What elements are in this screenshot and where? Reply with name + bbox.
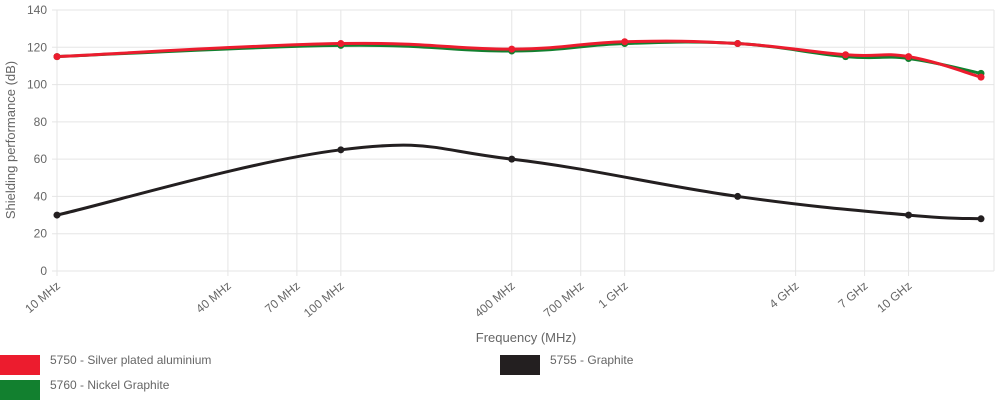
grid (52, 9, 995, 276)
data-point-1[interactable] (977, 215, 985, 223)
x-tick-label: 1 GHz (596, 279, 631, 312)
y-tick-label: 100 (27, 78, 47, 92)
x-tick-label: 400 MHz (472, 279, 518, 321)
legend-label-5755: 5755 - Graphite (550, 353, 634, 367)
data-point-0[interactable] (621, 38, 629, 46)
x-tick-label: 700 MHz (541, 279, 587, 321)
x-tick-label: 100 MHz (301, 279, 347, 321)
x-tick-label: 7 GHz (835, 279, 870, 312)
data-point-1[interactable] (53, 211, 61, 219)
y-axis-ticks: 0 20 40 60 80 100 120 140 (27, 3, 47, 278)
data-point-1[interactable] (905, 211, 913, 219)
y-tick-label: 80 (34, 115, 48, 129)
line-chart: 0 20 40 60 80 100 120 140 10 MHz 40 MHz 70 MHz100… (3, 3, 995, 345)
x-tick-label: 10 GHz (874, 279, 914, 316)
y-tick-label: 40 (34, 189, 48, 203)
legend: 5750 - Silver plated aluminium 5755 - Gr… (0, 350, 1000, 400)
y-tick-label: 120 (27, 40, 47, 54)
legend-label-5750: 5750 - Silver plated aluminium (50, 353, 212, 367)
data-point-0[interactable] (842, 51, 850, 59)
data-point-0[interactable] (337, 40, 345, 48)
data-point-1[interactable] (508, 155, 516, 163)
legend-item-5755[interactable]: 5755 - Graphite (500, 353, 633, 375)
data-point-1[interactable] (337, 146, 345, 154)
data-point-1[interactable] (734, 192, 742, 200)
series-lines (56, 39, 982, 221)
legend-item-5750[interactable]: 5750 - Silver plated aluminium (0, 353, 211, 375)
data-point-0[interactable] (53, 53, 61, 61)
data-point-0[interactable] (508, 45, 516, 53)
legend-swatch-5755 (500, 355, 540, 375)
legend-swatch-5760 (0, 380, 40, 400)
data-points (53, 38, 985, 223)
data-point-0[interactable] (734, 40, 742, 48)
series-line-0 (56, 39, 982, 79)
y-axis-title: Shielding performance (dB) (3, 61, 18, 219)
y-tick-label: 60 (34, 152, 48, 166)
data-point-0[interactable] (905, 53, 913, 61)
y-tick-label: 0 (40, 264, 47, 278)
x-tick-label: 70 MHz (262, 279, 303, 316)
x-tick-label: 4 GHz (766, 279, 801, 312)
legend-item-5760[interactable]: 5760 - Nickel Graphite (0, 378, 169, 400)
y-tick-label: 20 (34, 227, 48, 241)
legend-label-5760: 5760 - Nickel Graphite (50, 378, 170, 392)
x-axis-title: Frequency (MHz) (476, 330, 576, 345)
data-point-0[interactable] (977, 73, 985, 81)
legend-swatch-5750 (0, 355, 40, 375)
x-tick-label: 40 MHz (193, 279, 234, 316)
y-tick-label: 140 (27, 3, 47, 17)
series-line-1 (56, 143, 982, 221)
x-tick-label: 10 MHz (22, 279, 63, 316)
